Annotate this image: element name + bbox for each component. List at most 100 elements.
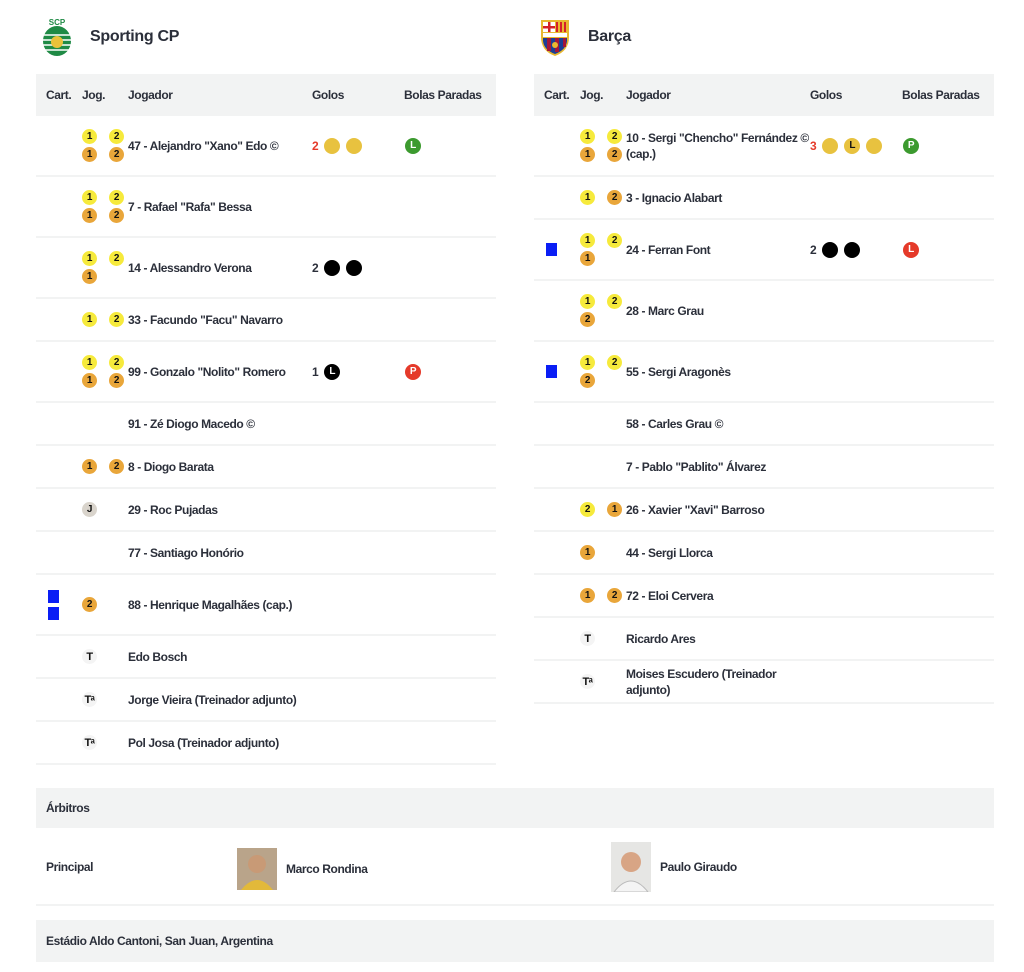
stadium: Estádio Aldo Cantoni, San Juan, Argentin… [36,920,994,962]
player-row[interactable]: 2 88 - Henrique Magalhães (cap.) [36,575,496,636]
referees-header: Árbitros [36,788,994,828]
svg-text:SCP: SCP [49,18,66,27]
player-row[interactable]: Tᵃ Jorge Vieira (Treinador adjunto) [36,679,496,722]
player-row[interactable]: 2 1 26 - Xavier "Xavi" Barroso [534,489,994,532]
second-half-badge-icon: 2 [580,373,595,388]
player-name[interactable]: 99 - Gonzalo "Nolito" Romero [128,364,286,379]
player-name[interactable]: 58 - Carles Grau © [626,416,724,431]
player-name[interactable]: 72 - Eloi Cervera [626,588,714,603]
player-row[interactable]: 1 2 2 28 - Marc Grau [534,281,994,342]
player-row[interactable]: 1 2 1 2 99 - Gonzalo "Nolito" Romero 1 L P [36,342,496,403]
second-half-badge-icon: 1 [82,147,97,162]
table-header: Cart. Jog. Jogador Golos Bolas Paradas [36,74,496,116]
team-name[interactable]: Sporting CP [90,28,180,45]
referee-name[interactable]: Marco Rondina [286,862,368,876]
player-name[interactable]: 55 - Sergi Aragonès [626,364,731,379]
first-half-badge-icon: 2 [607,233,622,248]
player-name[interactable]: 3 - Ignacio Alabart [626,190,722,205]
player-name[interactable]: 29 - Roc Pujadas [128,502,218,517]
first-half-badge-icon: 1 [82,251,97,266]
player-name[interactable]: 8 - Diogo Barata [128,459,214,474]
player-row[interactable]: 1 2 1 14 - Alessandro Verona 2 [36,238,496,299]
player-row[interactable]: 91 - Zé Diogo Macedo © [36,403,496,446]
goal-count: 3 [810,138,817,153]
player-name[interactable]: 24 - Ferran Font [626,242,711,257]
player-name[interactable]: 26 - Xavier "Xavi" Barroso [626,502,765,517]
goal-ball-icon: L [844,137,861,154]
player-row[interactable]: 1 2 1 2 10 - Sergi "Chencho" Fernández © (ca… [534,116,994,177]
player-row[interactable]: 1 2 1 2 47 - Alejandro "Xano" Edo © 2 L [36,116,496,177]
first-half-badge-icon: 1 [82,129,97,144]
column-header-bp: Bolas Paradas [404,88,482,102]
player-row[interactable]: 1 2 1 24 - Ferran Font 2 L [534,220,994,281]
second-half-badge-icon: 1 [580,588,595,603]
player-name[interactable]: Jorge Vieira (Treinador adjunto) [128,692,297,707]
second-half-badge-icon: 1 [82,208,97,223]
player-row[interactable]: Tᵃ Moises Escudero (Treinador adjunto) [534,661,994,704]
player-name[interactable]: Moises Escudero (Treinador adjunto) [626,666,777,697]
fcb-crest-icon [538,17,572,57]
badge-line: 2 [580,312,626,327]
second-half-badge-icon: 2 [109,147,124,162]
badge-line: Tᵃ [82,735,128,750]
blue-card-icon [546,243,557,256]
player-name[interactable]: 10 - Sergi "Chencho" Fernández © (cap.) [626,130,809,161]
second-half-badge-icon: 1 [607,502,622,517]
player-row[interactable]: T Ricardo Ares [534,618,994,661]
player-name[interactable]: 88 - Henrique Magalhães (cap.) [128,597,293,612]
badge-line: 2 [580,373,626,388]
player-row[interactable]: 77 - Santiago Honório [36,532,496,575]
player-name[interactable]: 28 - Marc Grau [626,303,704,318]
played-badges: J [82,502,128,517]
player-row[interactable]: Tᵃ Pol Josa (Treinador adjunto) [36,722,496,765]
player-name[interactable]: 91 - Zé Diogo Macedo © [128,416,255,431]
goal-ball-icon [822,137,839,154]
set-piece-red-icon: L [903,241,919,258]
player-name[interactable]: 44 - Sergi Llorca [626,545,713,560]
team-name[interactable]: Barça [588,28,631,45]
player-name[interactable]: 47 - Alejandro "Xano" Edo © [128,138,279,153]
referee[interactable]: Marco Rondina [237,848,368,890]
player-row[interactable]: 7 - Pablo "Pablito" Álvarez [534,446,994,489]
player-name[interactable]: 7 - Rafael "Rafa" Bessa [128,199,252,214]
player-name[interactable]: 33 - Facundo "Facu" Navarro [128,312,283,327]
second-half-badge-icon: 2 [109,373,124,388]
player-row[interactable]: 1 2 72 - Eloi Cervera [534,575,994,618]
player-name[interactable]: 7 - Pablo "Pablito" Álvarez [626,459,766,474]
referee[interactable]: Paulo Giraudo [611,842,737,892]
column-header-cart: Cart. [544,88,570,102]
empty-slot [607,312,622,327]
player-name[interactable]: 77 - Santiago Honório [128,545,244,560]
player-name[interactable]: 14 - Alessandro Verona [128,260,252,275]
first-half-badge-icon: 2 [109,355,124,370]
column-header-jog: Jog. [580,88,604,102]
player-row[interactable]: 1 44 - Sergi Llorca [534,532,994,575]
player-row[interactable]: 1 2 2 55 - Sergi Aragonès [534,342,994,403]
player-name[interactable]: Pol Josa (Treinador adjunto) [128,735,279,750]
set-piece-green-icon: P [903,137,919,154]
player-name[interactable]: Edo Bosch [128,649,188,664]
played-cell: T [580,631,626,646]
player-row[interactable]: T Edo Bosch [36,636,496,679]
player-row[interactable]: J 29 - Roc Pujadas [36,489,496,532]
player-row[interactable]: 1 2 33 - Facundo "Facu" Navarro [36,299,496,342]
referee-name[interactable]: Paulo Giraudo [660,860,737,874]
goals: 2 [312,259,404,276]
referee-role: Principal [46,860,94,874]
badge-line: 1 [580,251,626,266]
player-row[interactable]: 58 - Carles Grau © [534,403,994,446]
goal-count: 1 [312,364,319,379]
player-name[interactable]: Ricardo Ares [626,631,696,646]
second-half-badge-icon: 2 [607,147,622,162]
